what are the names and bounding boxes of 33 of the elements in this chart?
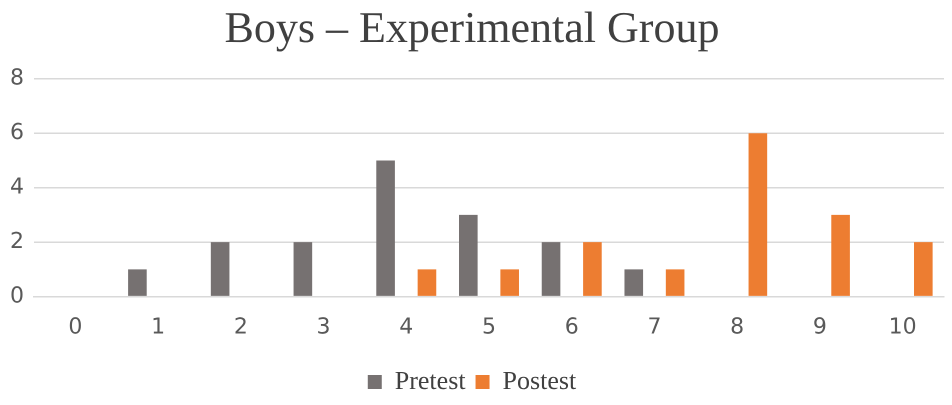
y-tick-label: 4 bbox=[10, 174, 24, 200]
y-tick-label: 0 bbox=[10, 283, 24, 308]
x-tick-label: 8 bbox=[730, 314, 744, 340]
x-tick-label: 0 bbox=[68, 314, 82, 340]
bar bbox=[748, 133, 768, 296]
y-tick-label: 2 bbox=[10, 228, 24, 254]
bar bbox=[128, 269, 147, 296]
bar bbox=[294, 242, 312, 296]
bar bbox=[583, 242, 602, 296]
chart-title: Boys – Experimental Group bbox=[224, 2, 720, 52]
bar bbox=[624, 269, 644, 296]
legend-label: Postest bbox=[502, 366, 577, 395]
x-tick-label: 3 bbox=[316, 314, 331, 340]
x-tick-label: 2 bbox=[234, 314, 248, 340]
y-tick-label: 6 bbox=[10, 120, 24, 145]
bar bbox=[210, 242, 230, 296]
bar bbox=[459, 214, 478, 296]
x-tick-label: 10 bbox=[888, 314, 917, 340]
x-tick-label: 1 bbox=[151, 314, 166, 340]
bar bbox=[831, 214, 850, 296]
bar bbox=[666, 269, 684, 296]
x-tick-label: 9 bbox=[812, 314, 827, 340]
bar bbox=[500, 269, 519, 296]
bar bbox=[914, 242, 933, 296]
y-tick-label: 8 bbox=[10, 66, 24, 91]
x-tick-label: 7 bbox=[647, 314, 662, 340]
bar bbox=[418, 269, 436, 296]
x-tick-label: 6 bbox=[564, 314, 579, 340]
bar bbox=[542, 242, 560, 296]
x-tick-label: 4 bbox=[399, 314, 414, 340]
x-tick-label: 5 bbox=[482, 314, 496, 340]
legend-label: Pretest bbox=[394, 366, 466, 395]
bar bbox=[376, 160, 395, 296]
